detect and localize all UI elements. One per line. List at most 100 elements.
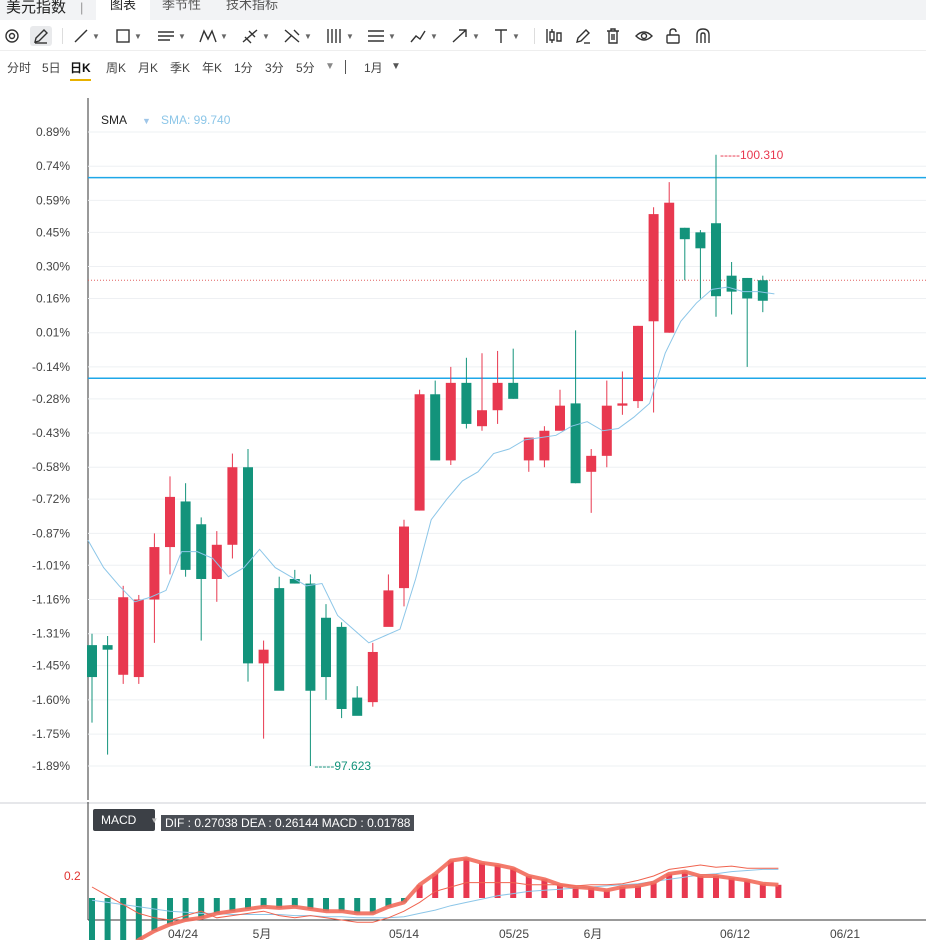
candle-body bbox=[757, 280, 768, 301]
candle-body bbox=[274, 588, 285, 691]
period-selector: 分时 5日 日K 周K 月K 季K 年K 1分 3分 5分 ▼ 1月 ▼ bbox=[0, 52, 926, 81]
candle-body bbox=[586, 455, 597, 472]
x-tick-label: 6月 bbox=[584, 927, 603, 940]
macd-histogram-bar bbox=[775, 884, 782, 898]
high-price-marker: -----100.310 bbox=[720, 148, 784, 162]
candle-body bbox=[508, 382, 519, 399]
macd-histogram-bar bbox=[572, 887, 579, 898]
period-monthly[interactable]: 月K bbox=[138, 61, 159, 75]
sma-line bbox=[87, 286, 775, 644]
macd-dif-line bbox=[91, 864, 779, 923]
period-weekly[interactable]: 周K bbox=[106, 61, 127, 75]
candle-body bbox=[321, 617, 331, 678]
sma-dropdown-caret[interactable]: ▼ bbox=[142, 116, 151, 126]
main-chart[interactable]: 0.89% 0.74% 0.59% 0.45% 0.30% 0.16% 0.01% -0.14… bbox=[0, 98, 926, 800]
rectangle-icon[interactable]: ▼ bbox=[114, 26, 142, 46]
period-more-caret[interactable]: ▼ bbox=[325, 61, 335, 72]
x-tick-label: 05/14 bbox=[389, 927, 419, 940]
candle-body bbox=[87, 645, 97, 678]
sma-indicator-label[interactable]: SMA bbox=[101, 113, 128, 127]
candlestick-chart[interactable]: 0.89% 0.74% 0.59% 0.45% 0.30% 0.16% 0.01% -0.14… bbox=[0, 98, 926, 800]
magnet-icon[interactable] bbox=[694, 26, 712, 46]
tab-seasonality[interactable]: 季节性 bbox=[162, 0, 202, 12]
candle-settings-icon[interactable] bbox=[544, 26, 564, 46]
macd-dropdown-caret[interactable]: ▼ bbox=[150, 815, 159, 825]
pen-icon[interactable] bbox=[30, 26, 52, 46]
candle-body bbox=[633, 325, 643, 402]
candle-body bbox=[258, 649, 269, 664]
columns-icon[interactable]: ▼ bbox=[324, 26, 354, 46]
candle-body bbox=[336, 626, 347, 709]
y-tick-label: 0.16% bbox=[36, 291, 70, 305]
candle-body bbox=[227, 467, 238, 545]
period-5day[interactable]: 5日 bbox=[42, 61, 61, 75]
period-3min[interactable]: 3分 bbox=[265, 61, 284, 75]
macd-histogram-bar bbox=[603, 890, 610, 898]
range-select-caret[interactable]: ▼ bbox=[391, 61, 401, 72]
candle-body bbox=[664, 202, 675, 333]
macd-histogram-bar bbox=[354, 898, 361, 914]
pattern-icon[interactable]: ▼ bbox=[198, 26, 228, 46]
candle-body bbox=[305, 583, 316, 691]
candle-body bbox=[492, 382, 503, 411]
macd-histogram-bar bbox=[432, 873, 439, 898]
x-tick-label: 06/21 bbox=[830, 927, 860, 940]
macd-indicator-button[interactable]: MACD ▼ bbox=[93, 809, 159, 831]
pencil-icon[interactable] bbox=[574, 26, 592, 46]
macd-histogram-bar bbox=[447, 860, 454, 898]
cursor-icon[interactable] bbox=[3, 26, 21, 46]
y-tick-label: -1.31% bbox=[32, 627, 70, 641]
tab-technical-indicators[interactable]: 技术指标 bbox=[226, 0, 279, 12]
macd-histogram-bar bbox=[338, 898, 345, 912]
macd-histogram-bar bbox=[588, 888, 595, 898]
trash-icon[interactable] bbox=[604, 26, 622, 46]
macd-histogram-bar bbox=[307, 898, 314, 909]
macd-histogram-bar bbox=[151, 898, 158, 931]
range-select[interactable]: 1月 bbox=[364, 61, 383, 75]
candle-body bbox=[289, 578, 300, 584]
period-1min[interactable]: 1分 bbox=[234, 61, 253, 75]
period-daily[interactable]: 日K bbox=[70, 59, 91, 81]
macd-histogram-bar bbox=[245, 898, 251, 909]
eye-icon[interactable] bbox=[634, 26, 654, 46]
macd-histogram-bar bbox=[291, 898, 298, 907]
line-icon[interactable]: ▼ bbox=[72, 26, 100, 46]
period-quarterly[interactable]: 季K bbox=[170, 61, 191, 75]
y-tick-label: -1.16% bbox=[32, 593, 70, 607]
arrow-icon[interactable]: ▼ bbox=[450, 26, 480, 46]
tab-chart[interactable]: 图表 bbox=[96, 0, 151, 20]
macd-histogram-bar bbox=[369, 898, 376, 914]
macd-histogram-bar bbox=[104, 898, 111, 945]
x-tick-label: 05/25 bbox=[499, 927, 529, 940]
macd-histogram-bar bbox=[385, 898, 392, 907]
candle-body bbox=[414, 394, 425, 511]
y-tick-label: -0.28% bbox=[32, 392, 70, 406]
macd-histogram-bar bbox=[619, 887, 626, 898]
parallel-lines-icon[interactable]: ▼ bbox=[156, 26, 186, 46]
y-tick-label: -1.01% bbox=[32, 558, 70, 572]
y-tick-label: 0.89% bbox=[36, 125, 70, 139]
period-5min[interactable]: 5分 bbox=[296, 61, 315, 75]
macd-histogram-bar bbox=[479, 862, 485, 898]
fib-icon[interactable]: ▼ bbox=[240, 26, 270, 46]
brush-icon[interactable]: ▼ bbox=[408, 26, 438, 46]
macd-histogram-bar bbox=[744, 880, 751, 898]
text-icon[interactable]: ▼ bbox=[492, 26, 520, 46]
lock-icon[interactable] bbox=[664, 26, 682, 46]
macd-panel[interactable]: 0.2 04/24 5月 05/14 05/25 6月 06/12 06/21 bbox=[0, 800, 926, 945]
candle-body bbox=[695, 232, 706, 249]
candle-body bbox=[477, 410, 487, 427]
measure-icon[interactable]: ▼ bbox=[282, 26, 312, 46]
period-intraday[interactable]: 分时 bbox=[7, 61, 32, 75]
macd-histogram-bar bbox=[120, 898, 127, 945]
candle-body bbox=[570, 403, 581, 484]
period-yearly[interactable]: 年K bbox=[202, 61, 223, 75]
macd-histogram-bar bbox=[635, 885, 641, 898]
channel-icon[interactable]: ▼ bbox=[366, 26, 396, 46]
macd-chart[interactable]: 0.2 04/24 5月 05/14 05/25 6月 06/12 06/21 bbox=[0, 800, 926, 945]
y-tick-label: 0.30% bbox=[36, 260, 70, 274]
y-tick-label: -1.60% bbox=[32, 693, 70, 707]
y-tick-label: 0.74% bbox=[36, 159, 70, 173]
macd-values: DIF : 0.27038 DEA : 0.26144 MACD : 0.017… bbox=[161, 815, 415, 831]
y-tick-label: -0.43% bbox=[32, 426, 70, 440]
